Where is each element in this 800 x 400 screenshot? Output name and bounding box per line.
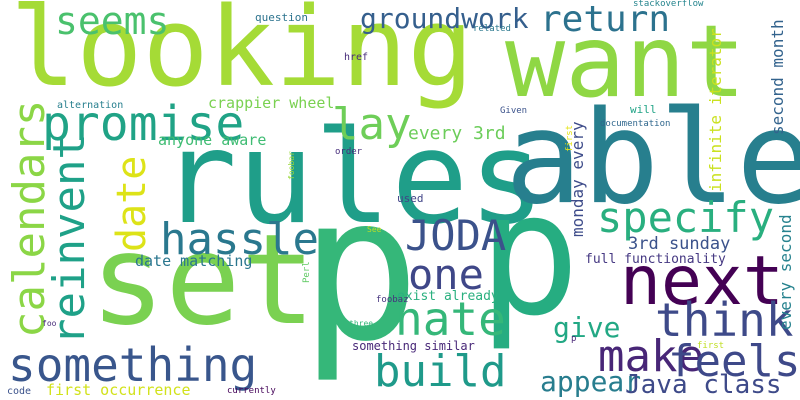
word-set: set xyxy=(90,208,316,353)
word-able: able xyxy=(505,84,800,233)
word-foobar: foobar xyxy=(287,151,296,180)
word-want: want xyxy=(505,3,746,120)
word-return: return xyxy=(540,0,671,40)
word-every-3rd: every 3rd xyxy=(408,123,506,144)
word-p-large: p xyxy=(300,153,421,386)
word-used: used xyxy=(397,192,424,205)
word-second-month: second month xyxy=(768,19,787,135)
word-one: one xyxy=(408,250,484,299)
word-first-occurrence: first occurrence xyxy=(46,381,191,399)
word-full-functionality: full functionality xyxy=(585,252,726,267)
word-currently: currently xyxy=(227,386,276,396)
word-build: build xyxy=(374,346,507,397)
word-appear: appear xyxy=(540,365,642,398)
word-rules: rules xyxy=(160,104,546,253)
word-promise: promise xyxy=(42,96,245,152)
word-given: Given xyxy=(500,106,528,116)
word-p-second: p xyxy=(478,156,581,354)
word-hassle: hassle xyxy=(160,214,319,265)
word-something-similar: something similar xyxy=(352,339,475,353)
word-will: will xyxy=(630,103,657,116)
word-three: three xyxy=(349,319,374,328)
word-3rd-sunday: 3rd sunday xyxy=(628,234,731,254)
word-related: related xyxy=(473,24,511,34)
word-foo: foo xyxy=(42,319,57,328)
word-give: give xyxy=(553,311,621,344)
word-first-small: first xyxy=(697,341,725,351)
word-infinite-iterator: infinite iterator xyxy=(706,28,725,192)
word-next: next xyxy=(620,242,784,321)
word-looking: looking xyxy=(10,0,474,111)
word-foobaz: foobaz xyxy=(376,295,409,305)
word-JODA: JODA xyxy=(405,211,507,260)
word-alternation: alternation xyxy=(57,100,124,111)
word-crappier-wheel: crappier wheel xyxy=(208,94,335,112)
word-exist-already: exist already xyxy=(397,289,499,304)
word-lay: lay xyxy=(332,99,412,150)
word-seems: seems xyxy=(55,0,170,43)
word-every-second: every second xyxy=(776,214,795,330)
word-perl: Perl xyxy=(302,261,312,283)
word-anyone-aware: anyone aware xyxy=(158,131,267,149)
word-something: something xyxy=(8,338,258,392)
word-feels: feels xyxy=(668,336,800,387)
word-java-class: Java class xyxy=(625,370,782,400)
word-p-small: p xyxy=(571,334,577,344)
word-make: make xyxy=(598,331,704,382)
word-date-matching: date matching xyxy=(135,252,253,270)
word-think: think xyxy=(655,293,794,347)
word-order: order xyxy=(335,147,363,157)
word-href: href xyxy=(344,52,369,63)
word-reinvent: reinvent xyxy=(44,133,95,345)
word-specify: specify xyxy=(597,193,775,242)
word-see: See xyxy=(367,225,382,234)
word-first-vertical-small: first xyxy=(565,124,575,152)
word-documentation: documentation xyxy=(600,119,671,129)
word-stackoverflow: stackoverflow xyxy=(633,0,704,9)
word-groundwork: groundwork xyxy=(360,2,529,35)
word-question: question xyxy=(255,11,308,24)
word-code: code xyxy=(7,386,32,397)
word-hate: hate xyxy=(395,292,506,346)
word-date: date xyxy=(109,155,155,252)
